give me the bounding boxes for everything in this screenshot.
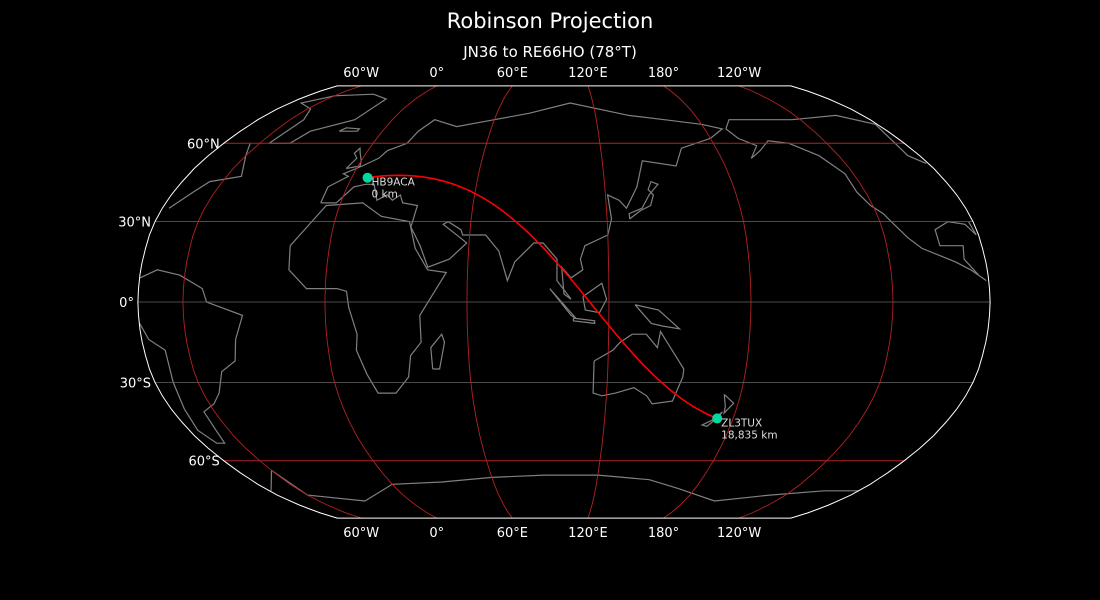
coastline-japan xyxy=(628,180,659,220)
meridian-label-bottom: 0° xyxy=(429,526,444,541)
parallel-label: 30°N xyxy=(118,216,151,231)
parallel-label: 30°S xyxy=(120,376,151,391)
meridian-label-top: 0° xyxy=(429,66,444,81)
coastline-antarctica xyxy=(270,469,859,502)
coastline-java xyxy=(572,317,596,325)
coastline-australia xyxy=(592,329,685,405)
coastline-newguinea xyxy=(634,304,682,330)
meridian-label-top: 60°W xyxy=(343,66,379,81)
coastline-borneo xyxy=(582,282,608,314)
meridian-line xyxy=(587,85,610,519)
meridian-label-bottom: 60°W xyxy=(343,526,379,541)
map-subtitle: JN36 to RE66HO (78°T) xyxy=(463,43,637,61)
grid-labels: 60°W 60°W 0° 0° 60°E 60°E 120°E 120°E 180° 180° 12… xyxy=(118,66,761,541)
station-marker[interactable] xyxy=(362,172,373,183)
coastline-iceland xyxy=(338,127,361,132)
meridian-line xyxy=(663,85,752,519)
coastline-greenland xyxy=(268,93,388,144)
parallel-label: 60°S xyxy=(188,455,219,470)
meridian-label-top: 180° xyxy=(648,66,679,81)
parallel-label: 60°N xyxy=(187,137,220,152)
meridian-label-top: 120°E xyxy=(568,66,608,81)
meridian-line xyxy=(738,85,894,519)
great-circle-path xyxy=(367,174,718,420)
station-marker[interactable] xyxy=(712,413,723,424)
station-call: ZL3TUX xyxy=(721,417,762,429)
meridian-label-bottom: 120°E xyxy=(568,526,608,541)
station-distance: 18,835 km xyxy=(721,429,777,441)
coastline-britain xyxy=(345,146,362,170)
meridian-label-bottom: 180° xyxy=(648,526,679,541)
map-border xyxy=(137,85,991,519)
coastline-madagascar xyxy=(430,332,446,370)
meridian-line xyxy=(324,85,438,519)
meridian-line xyxy=(182,85,362,519)
station-call: HB9ACA xyxy=(372,177,416,189)
coastline-samerica xyxy=(139,269,244,444)
parallel-label: 0° xyxy=(119,296,134,311)
meridian-line xyxy=(466,85,513,519)
meridian-label-bottom: 60°E xyxy=(497,526,528,541)
coastline-namerica_w xyxy=(725,128,987,282)
meridian-label-bottom: 120°W xyxy=(717,526,761,541)
graticule xyxy=(137,85,991,519)
meridian-label-top: 60°E xyxy=(497,66,528,81)
coastline-nz_n xyxy=(723,393,735,415)
station-distance: 0 km xyxy=(372,189,398,201)
coastline-africa xyxy=(288,202,448,394)
coastline-sumatra xyxy=(549,288,577,319)
coastline-namerica xyxy=(140,115,979,278)
map-title: Robinson Projection xyxy=(446,9,654,33)
meridian-label-top: 120°W xyxy=(717,66,761,81)
coastlines xyxy=(139,93,987,502)
